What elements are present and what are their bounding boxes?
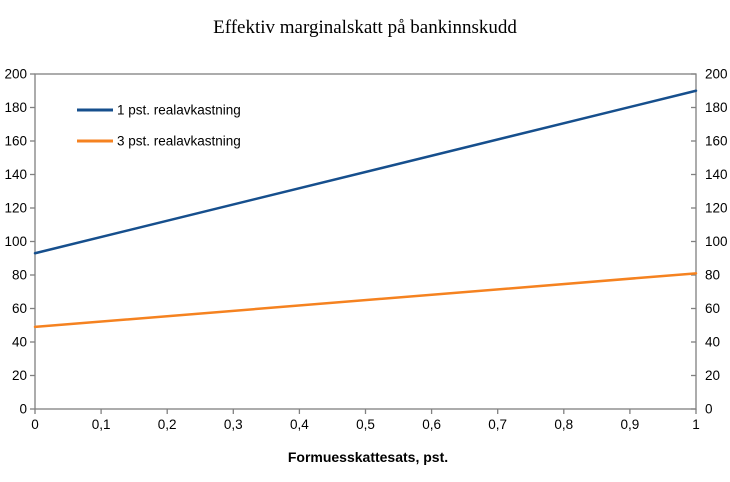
y-axis-tick-label-right: 140 bbox=[705, 167, 728, 182]
x-axis-tick-label: 0,8 bbox=[554, 417, 573, 432]
x-axis-tick-label: 0,2 bbox=[158, 417, 177, 432]
y-axis-tick-label-left: 120 bbox=[4, 201, 27, 216]
y-axis-tick-label-right: 80 bbox=[705, 268, 720, 283]
y-axis-tick-label-right: 200 bbox=[705, 67, 728, 82]
y-axis-tick-label-right: 100 bbox=[705, 234, 728, 249]
series-line-1-pst-realavkastning bbox=[33, 89, 698, 255]
x-axis-tick-label: 0,1 bbox=[92, 417, 111, 432]
legend-label-series2: 3 pst. realavkastning bbox=[117, 134, 241, 149]
x-axis-tick-label: 0,5 bbox=[356, 417, 375, 432]
y-axis-tick-label-right: 60 bbox=[705, 301, 720, 316]
y-axis-tick-label-left: 60 bbox=[12, 301, 27, 316]
y-axis-tick-label-left: 100 bbox=[4, 234, 27, 249]
y-axis-tick-label-right: 20 bbox=[705, 368, 720, 383]
x-axis-tick-label: 1 bbox=[692, 417, 700, 432]
y-axis-tick-label-right: 160 bbox=[705, 134, 728, 149]
legend-label-series1: 1 pst. realavkastning bbox=[117, 103, 241, 118]
y-axis-tick-label-left: 180 bbox=[4, 100, 27, 115]
y-axis-tick-label-left: 40 bbox=[12, 335, 27, 350]
legend: 1 pst. realavkastning 3 pst. realavkastn… bbox=[77, 103, 241, 149]
x-axis-tick-label: 0,9 bbox=[621, 417, 640, 432]
series-line-3-pst-realavkastning bbox=[33, 272, 698, 329]
x-axis-tick-label: 0,3 bbox=[224, 417, 243, 432]
x-axis-tick-label: 0,4 bbox=[290, 417, 309, 432]
y-axis-tick-label-left: 200 bbox=[4, 67, 27, 82]
x-axis-tick-label: 0 bbox=[31, 417, 39, 432]
plot-border bbox=[34, 73, 697, 410]
x-axis-tick-label: 0,7 bbox=[488, 417, 507, 432]
y-axis-tick-label-right: 180 bbox=[705, 100, 728, 115]
y-axis-tick-label-left: 80 bbox=[12, 268, 27, 283]
x-axis-title: Formuesskattesats, pst. bbox=[288, 449, 448, 465]
chart-title: Effektiv marginalskatt på bankinnskudd bbox=[213, 17, 517, 38]
y-axis-tick-label-right: 120 bbox=[705, 201, 728, 216]
y-axis-tick-label-left: 20 bbox=[12, 368, 27, 383]
y-axis-tick-label-right: 40 bbox=[705, 335, 720, 350]
x-axis-tick-label: 0,6 bbox=[422, 417, 441, 432]
y-axis-tick-label-left: 160 bbox=[4, 134, 27, 149]
y-axis-tick-label-left: 0 bbox=[19, 402, 27, 417]
y-axis-tick-label-right: 0 bbox=[705, 402, 713, 417]
y-axis-tick-label-left: 140 bbox=[4, 167, 27, 182]
